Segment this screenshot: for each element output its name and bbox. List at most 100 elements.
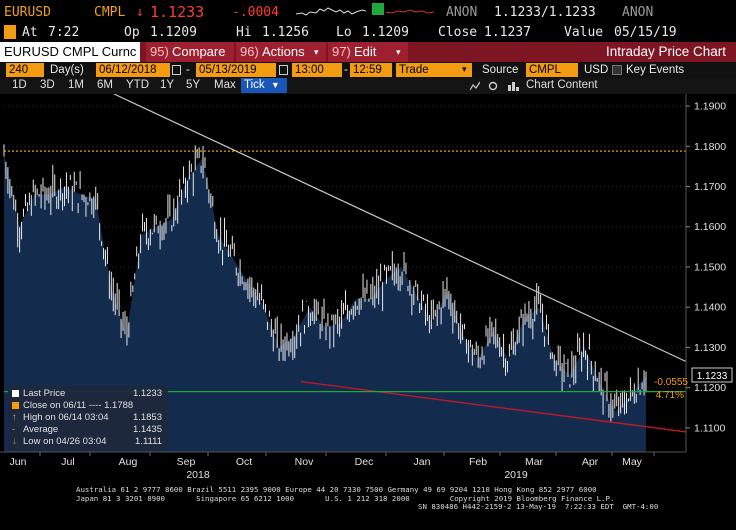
price-markers: 1.1233 -0.0555 4.71% [654,367,733,401]
symbol: EURUSD [4,5,51,20]
edit-button[interactable]: 97) Edit ▾ [328,42,408,62]
time-label: At [22,25,38,40]
price-source: CMPL [94,5,126,20]
legend-average: - Average 1.1435 [12,424,164,435]
footer-contact: Australia 61 2 9777 8600 Brazil 5511 239… [0,485,736,530]
bar-chart-icon[interactable] [508,81,520,91]
y-tick-label: 1.1600 [694,221,726,233]
compare-button[interactable]: 95) Compare [146,42,234,62]
x-tick-label: Aug [119,456,138,468]
range-max[interactable]: Max [214,79,236,91]
compare-label: Compare [172,44,226,59]
actions-label: Actions [262,44,305,59]
legend-label: Low on 04/26 03:04 [23,436,107,447]
down-arrow-icon: ↓ [136,5,144,20]
range-1y[interactable]: 1Y [160,79,175,91]
chevron-down-icon: ▾ [396,47,401,57]
tick-dropdown[interactable]: Tick ▼ [241,78,287,93]
date-dash: - [186,64,190,76]
range-3d[interactable]: 3D [40,79,55,91]
high-label: Hi [236,25,252,40]
value-date: 05/15/19 [614,25,677,40]
range-1d[interactable]: 1D [12,79,27,91]
range-5y[interactable]: 5Y [186,79,201,91]
anon-label-2: ANON [622,5,654,20]
legend-high: ↑ High on 06/14 03:04 1.1853 [12,412,164,423]
dash-icon: - [12,424,16,435]
legend-label: Close on 06/11 ---- 1.1788 [23,400,134,411]
x-tick-label: Jul [61,456,74,468]
calendar-icon[interactable] [279,65,288,75]
start-date-field[interactable]: 06/12/2018 [96,63,170,77]
actions-button[interactable]: 96) Actions ▾ [236,42,326,62]
price-candles [3,144,647,423]
line-chart-icon[interactable] [470,81,480,91]
y-tick-label: 1.1500 [694,261,726,273]
period-count-field[interactable]: 240 [6,63,44,77]
x-axis: Jun Jul Aug Sep Oct Nov Dec Jan Feb Mar Apr May 2018… [0,451,686,481]
x-tick-label: Feb [469,456,487,468]
net-change: -.0004 [232,5,279,20]
last-price: 1.1233 [150,3,205,21]
actions-number: 96) [240,44,259,59]
y-tick-label: 1.1100 [694,422,725,434]
end-time-field[interactable]: 12:59 [350,63,392,77]
open-value: 1.1209 [150,25,197,40]
range-bar: 1D 3D 1M 6M YTD 1Y 5Y Max Tick ▼ Chart C… [0,78,736,94]
x-tick-label: Jun [10,456,27,468]
y-tick-label: 1.1300 [694,342,726,354]
ticker-input[interactable]: EURUSD CMPL Curnc [0,42,140,62]
y-tick-label: 1.1200 [694,382,726,394]
support-trendline[interactable] [300,380,687,433]
settings-icon[interactable] [488,81,498,91]
calendar-icon[interactable] [172,65,181,75]
range-6m[interactable]: 6M [97,79,113,91]
legend-label: Average [23,424,59,435]
x-tick-label: May [622,456,643,468]
close-label: Close [438,25,478,40]
field-select[interactable]: Trade [396,63,472,77]
x-tick-label: Apr [582,456,599,468]
chevron-down-icon: ▼ [270,80,280,90]
legend-label: Last Price [23,388,66,399]
period-unit: Day(s) [50,64,84,76]
x-tick-label: Dec [355,456,374,468]
legend-last-price: Last Price 1.1233 [12,388,164,399]
quote-time: 7:22 [48,25,80,40]
close-value: 1.1237 [484,25,531,40]
key-events-checkbox[interactable] [612,65,622,75]
legend-value: 1.1111 [135,436,162,447]
source-label: Source [482,64,519,76]
end-date-field[interactable]: 05/13/2019 [196,63,276,77]
x-tick-label: Oct [236,456,252,468]
footer-line-2: Japan 81 3 3201 8900 Singapore 65 6212 1… [76,493,615,503]
sparkline-small-icon [385,9,435,14]
quote-details: At 7:22 Op 1.1209 Hi 1.1256 Lo 1.1209 Cl… [0,22,736,42]
x-tick-label: Jan [414,456,431,468]
chart-legend[interactable]: Last Price 1.1233 Close on 06/11 ---- 1.… [8,386,168,450]
low-value: 1.1209 [362,25,409,40]
arrow-down-icon: ↓ [12,436,17,447]
tick-label: Tick [244,79,265,91]
chart-content-button[interactable]: Chart Content [526,79,598,91]
page-title: Intraday Price Chart [605,44,726,59]
legend-swatch [12,390,19,397]
legend-swatch [12,402,19,409]
resistance-trendline[interactable] [113,94,687,363]
x-year-label: 2019 [504,469,528,481]
legend-label: High on 06/14 03:04 [23,412,109,423]
bid-ask: 1.1233/1.1233 [494,5,596,20]
legend-close: Close on 06/11 ---- 1.1788 [12,400,164,411]
range-1m[interactable]: 1M [68,79,84,91]
range-ytd[interactable]: YTD [126,79,149,91]
start-time-field[interactable]: 13:00 [292,63,342,77]
last-price-marker [691,367,733,383]
price-chart[interactable]: 1.1900 1.1800 1.1700 1.1600 1.1500 1.1400 1.13… [0,94,736,486]
x-year-label: 2018 [186,469,210,481]
legend-low: ↓ Low on 04/26 03:04 1.1111 [12,436,164,447]
arrow-up-icon: ↑ [12,412,17,423]
source-field[interactable]: CMPL [526,63,578,77]
edit-label: Edit [354,44,377,59]
y-axis: 1.1900 1.1800 1.1700 1.1600 1.1500 1.1400 1.13… [685,94,726,452]
footer-line-3: SN 830486 H442-2159-2 13-May-19 7:22:33 … [418,502,659,512]
